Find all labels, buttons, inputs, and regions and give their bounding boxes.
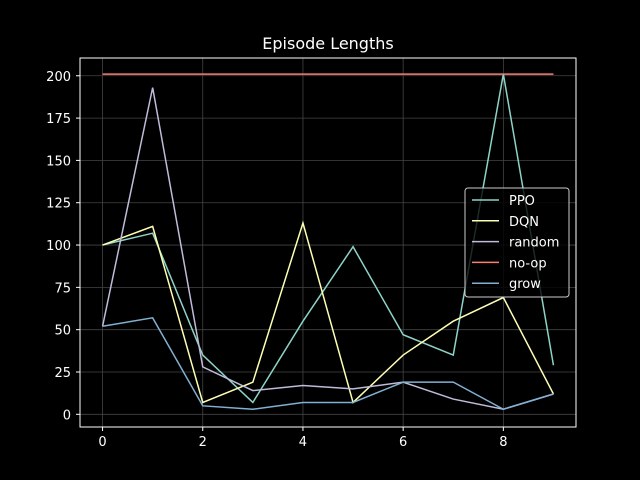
legend-label: PPO xyxy=(509,194,535,209)
plot-frame xyxy=(79,57,577,428)
legend-box xyxy=(464,187,570,298)
chart-title: Episode Lengths xyxy=(262,34,393,53)
y-tick-label: 175 xyxy=(46,112,71,127)
y-tick-label: 125 xyxy=(46,197,71,212)
legend-label: no-op xyxy=(509,256,547,271)
x-tick-label: 8 xyxy=(499,435,507,450)
y-axis: 0 25 50 75 100 125 150 175 200 xyxy=(46,70,80,423)
x-tick-label: 2 xyxy=(199,435,207,450)
series-line-random xyxy=(101,87,554,411)
x-axis: 0 2 4 6 8 xyxy=(98,427,507,450)
y-tick-label: 200 xyxy=(46,70,71,85)
x-tick-label: 4 xyxy=(299,435,307,450)
x-tick-label: 0 xyxy=(98,435,106,450)
y-tick-label: 0 xyxy=(63,408,71,423)
x-tick-label: 6 xyxy=(399,435,407,450)
legend: PPO DQN random no-op grow xyxy=(464,187,570,298)
series-line-DQN xyxy=(102,220,555,404)
legend-label: random xyxy=(509,236,559,251)
legend-label: DQN xyxy=(509,215,539,230)
y-tick-label: 150 xyxy=(46,154,71,169)
series-line-grow xyxy=(102,316,554,411)
y-tick-label: 25 xyxy=(54,366,71,381)
y-tick-label: 100 xyxy=(46,239,71,254)
legend-label: grow xyxy=(509,277,541,292)
y-tick-label: 75 xyxy=(54,281,71,296)
y-tick-label: 50 xyxy=(54,324,71,339)
